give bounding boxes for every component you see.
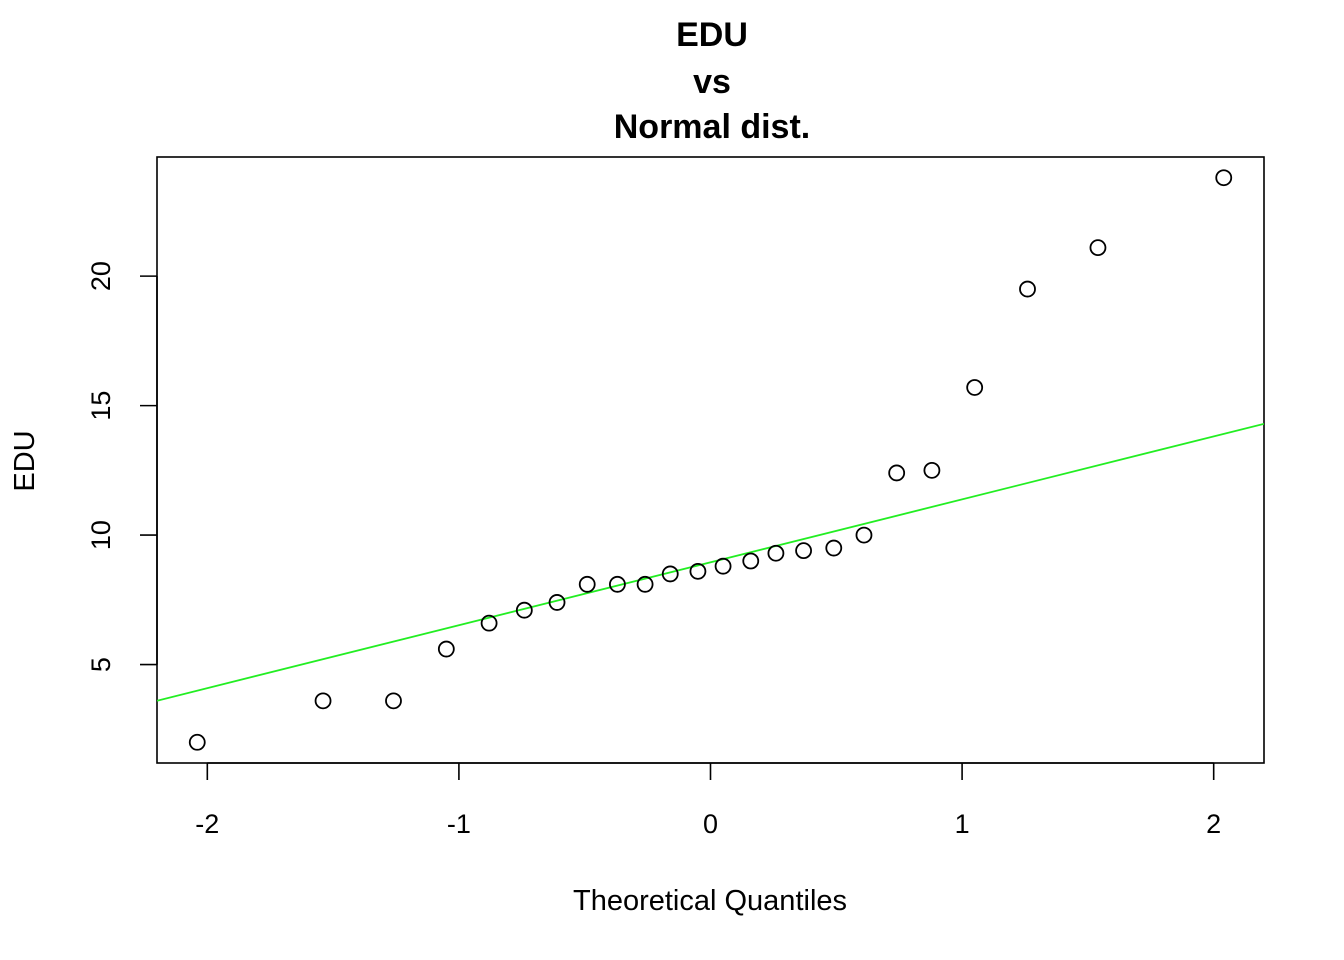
data-point — [714, 557, 732, 575]
data-point — [888, 464, 906, 482]
x-axis: -2 -1 0 1 2 — [195, 762, 1221, 839]
data-point — [385, 692, 402, 710]
x-axis-label: Theoretical Quantiles — [573, 885, 847, 917]
chart-title-line: Normal dist. — [614, 108, 810, 146]
data-point — [825, 539, 843, 557]
chart-title-line: EDU — [676, 16, 748, 54]
data-point — [1019, 280, 1036, 298]
plot-frame — [156, 156, 1265, 764]
data-point — [609, 575, 626, 593]
data-point — [689, 562, 707, 580]
plot-area — [156, 156, 1265, 764]
data-point — [314, 692, 332, 710]
x-tick-label: 0 — [703, 809, 718, 839]
data-point — [742, 552, 760, 570]
data-point — [515, 601, 533, 619]
y-axis: 5 10 15 20 — [86, 261, 158, 672]
x-tick-label: 2 — [1206, 809, 1221, 839]
data-point — [795, 542, 812, 560]
data-point — [855, 526, 873, 544]
data-point — [437, 640, 455, 658]
chart-title-line: vs — [693, 63, 731, 101]
y-tick-label: 10 — [86, 520, 116, 550]
data-point — [767, 544, 785, 562]
data-point — [1089, 239, 1107, 257]
data-point — [1215, 169, 1233, 187]
y-axis-label: EDU — [9, 430, 41, 491]
data-point — [923, 461, 941, 479]
data-point — [548, 594, 566, 611]
data-point — [636, 575, 654, 593]
x-tick-label: -2 — [195, 809, 219, 839]
y-tick-label: 5 — [86, 657, 116, 672]
y-tick-label: 15 — [86, 391, 116, 421]
chart-title: EDU vs Normal dist. — [614, 16, 810, 146]
qq-reference-line — [157, 422, 1264, 702]
data-point — [578, 575, 596, 593]
x-tick-label: -1 — [447, 809, 471, 839]
data-point — [966, 379, 984, 396]
data-point — [480, 614, 498, 632]
data-point — [661, 565, 679, 583]
data-point — [188, 733, 206, 751]
y-tick-label: 20 — [86, 261, 116, 291]
x-tick-label: 1 — [955, 809, 970, 839]
